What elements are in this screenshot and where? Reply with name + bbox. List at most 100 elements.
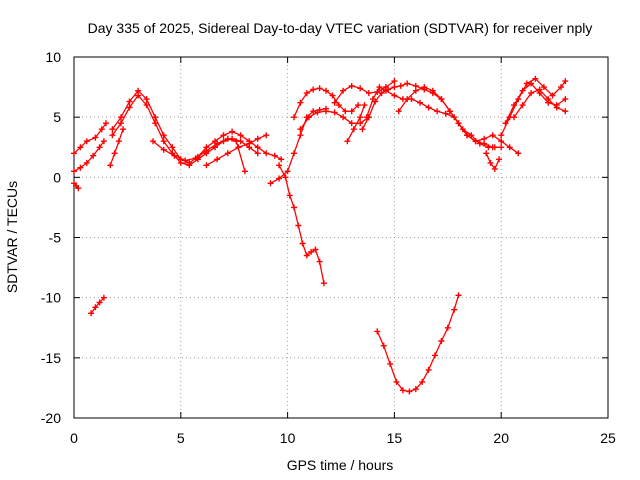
data-point (502, 120, 509, 127)
series-arc-12 (291, 85, 362, 121)
data-point (483, 150, 490, 157)
data-point (152, 114, 159, 121)
data-point (297, 132, 304, 139)
data-point (438, 96, 445, 103)
data-point (314, 109, 321, 116)
series-arc-19 (483, 150, 503, 172)
data-point (455, 292, 462, 299)
data-point (182, 157, 189, 164)
series-trace (346, 104, 366, 142)
series-trace (109, 128, 124, 166)
data-point (412, 386, 419, 393)
data-point (350, 126, 357, 133)
data-point (406, 388, 413, 395)
data-point (310, 86, 317, 93)
data-point (378, 90, 385, 97)
series-arc-6 (109, 92, 261, 169)
data-point (71, 150, 77, 157)
series-arc-18 (395, 84, 505, 151)
data-point (109, 126, 116, 133)
data-point (241, 168, 248, 175)
data-point (340, 87, 347, 94)
y-tick-label: 0 (53, 169, 61, 185)
data-point (382, 87, 389, 94)
data-point (160, 132, 167, 139)
data-point (391, 84, 398, 91)
data-point (229, 128, 236, 135)
data-point (511, 114, 517, 121)
series-trace (334, 80, 395, 104)
data-point (186, 162, 193, 169)
data-point (316, 85, 323, 92)
data-point (444, 324, 451, 331)
data-point (135, 92, 142, 99)
data-point (442, 110, 449, 117)
data-point (489, 132, 496, 139)
data-point (310, 108, 317, 115)
data-point (344, 138, 351, 145)
x-tick-label: 20 (493, 430, 509, 446)
data-point (335, 102, 342, 109)
series-arc-10 (267, 105, 329, 187)
data-point (506, 144, 513, 151)
data-point (282, 174, 289, 181)
data-point (404, 80, 411, 87)
data-point (357, 114, 364, 121)
series-arc-7 (107, 126, 127, 169)
data-point (263, 132, 270, 139)
data-point (83, 159, 90, 166)
data-point (412, 87, 419, 94)
data-point (519, 102, 526, 109)
data-point (291, 114, 297, 121)
series-trace (270, 108, 327, 184)
data-point (143, 102, 150, 109)
data-point (224, 135, 231, 142)
y-tick-label: 10 (45, 49, 61, 65)
data-point (380, 342, 387, 349)
series-trace (376, 295, 460, 393)
data-point (404, 96, 411, 103)
data-point (553, 104, 560, 111)
data-point (464, 132, 470, 139)
data-point (109, 132, 116, 139)
data-point (387, 360, 394, 367)
series-trace (90, 297, 105, 314)
data-point (323, 87, 329, 94)
data-point (498, 138, 505, 145)
data-point (75, 185, 82, 192)
data-point (291, 204, 297, 211)
data-point (397, 82, 404, 89)
data-point (120, 126, 127, 133)
data-point (297, 126, 304, 133)
data-point (118, 120, 124, 127)
data-point (323, 108, 329, 115)
data-point (295, 222, 302, 229)
data-point (303, 252, 310, 259)
data-point (214, 156, 221, 163)
data-point (365, 90, 372, 97)
data-point (224, 150, 231, 157)
axis-ticks: 0 5 10 15 20 25 -20 -15 -10 -5 0 5 10 (41, 49, 616, 446)
data-point (438, 338, 445, 344)
data-point (496, 156, 503, 163)
data-point (528, 90, 535, 97)
series-trace (361, 82, 519, 154)
data-point (562, 96, 569, 103)
data-point (511, 102, 517, 109)
data-point (169, 144, 176, 151)
chart-title: Day 335 of 2025, Sidereal Day-to-day VTE… (88, 20, 593, 36)
data-point (278, 156, 285, 163)
data-point (451, 306, 458, 313)
data-point (532, 75, 539, 82)
data-point (331, 109, 338, 116)
data-point (320, 280, 327, 287)
series-arc-4 (88, 294, 107, 317)
y-tick-label: -20 (41, 410, 61, 426)
x-tick-label: 25 (600, 430, 616, 446)
data-point (558, 84, 564, 91)
data-point (355, 102, 362, 109)
x-tick-label: 15 (387, 430, 403, 446)
x-tick-label: 0 (70, 430, 78, 446)
y-tick-label: 5 (53, 109, 61, 125)
data-point (77, 164, 84, 171)
